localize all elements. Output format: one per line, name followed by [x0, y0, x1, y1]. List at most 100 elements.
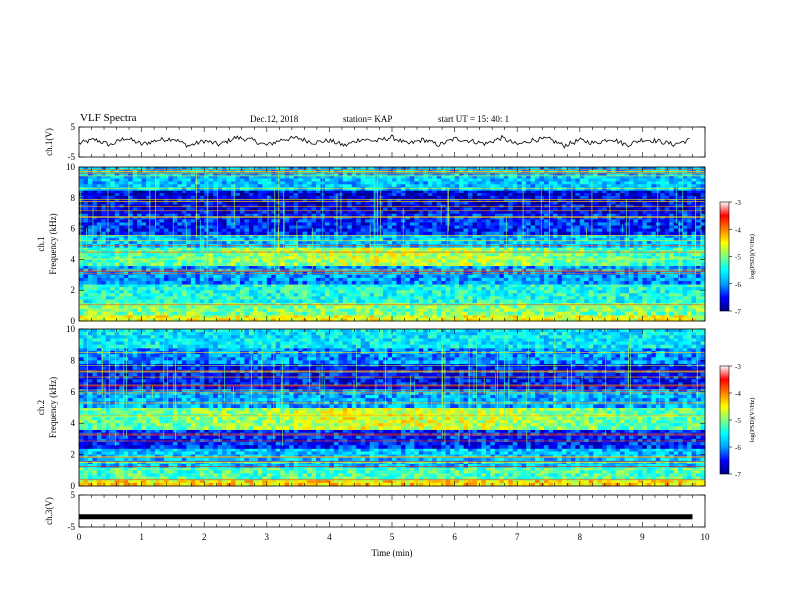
spectrogram-cell — [172, 213, 178, 217]
spectrogram-cell — [414, 296, 420, 300]
spectrogram-cell — [235, 231, 241, 236]
spectrogram-cell — [552, 284, 558, 288]
spectrogram-cell — [561, 287, 567, 291]
spectrogram-cell — [280, 287, 286, 291]
spectrogram-cell — [436, 296, 442, 300]
spectrogram-cell — [503, 287, 509, 291]
spectrogram-cell — [92, 290, 98, 294]
spectrogram-cell — [137, 299, 142, 304]
spectrogram-cell — [642, 234, 648, 239]
spectrogram-cell — [459, 284, 464, 288]
spectrogram-cell — [588, 247, 594, 251]
spectrogram-cell — [114, 314, 120, 319]
spectrogram-cell — [628, 240, 634, 245]
spectrogram-cell — [369, 287, 375, 291]
spectrogram-cell — [691, 311, 697, 316]
spectrogram-cell — [137, 216, 142, 220]
spectrogram-cell — [691, 253, 697, 257]
spectrogram-cell — [315, 247, 321, 251]
spectrogram-cell — [293, 299, 299, 304]
spectrogram-cell — [602, 277, 608, 282]
spectrogram-cell — [423, 213, 429, 217]
spectrogram-cell — [490, 265, 496, 270]
spectrogram-cell — [521, 231, 527, 236]
spectrogram-cell — [83, 237, 89, 242]
spectrogram-cell — [298, 219, 303, 223]
spectrogram-cell — [606, 234, 612, 239]
spectrogram-cell — [329, 237, 335, 242]
spectrogram-cell — [360, 216, 366, 220]
spectrogram-cell — [213, 237, 219, 242]
spectrogram-cell — [338, 302, 344, 307]
spectrogram-cell — [190, 256, 196, 260]
spectrogram-cell — [548, 256, 554, 260]
spectrogram-cell — [678, 256, 684, 260]
spectrogram-cell — [561, 284, 567, 288]
spectrogram-cell — [141, 317, 147, 322]
spectrogram-cell — [544, 262, 549, 267]
spectrogram-cell — [96, 240, 102, 245]
spectrogram-cell — [441, 240, 447, 245]
spectrogram-cell — [463, 228, 469, 233]
spectrogram-cell — [432, 305, 438, 310]
spectrogram-cell — [383, 216, 388, 220]
spectrogram-cell — [664, 237, 670, 242]
spectrogram-cell — [602, 225, 608, 230]
spectrogram-cell — [490, 302, 496, 307]
spectrogram-cell — [163, 262, 169, 267]
spectrogram-cell — [195, 293, 201, 297]
spectrogram-cell — [450, 308, 455, 313]
spectrogram-cell — [101, 240, 107, 245]
spectrogram-cell — [110, 247, 116, 251]
spectrogram-cell — [691, 234, 697, 239]
spectrogram-cell — [611, 253, 616, 257]
spectrogram-cell — [611, 284, 616, 288]
spectrogram-cell — [239, 259, 245, 263]
spectrogram-cell — [244, 237, 250, 242]
spectrogram-cell — [146, 216, 151, 220]
spectrogram-cell — [642, 213, 648, 217]
spectrogram-cell — [208, 219, 214, 223]
spectrogram-cell — [454, 317, 460, 322]
spectrogram-cell — [378, 277, 384, 282]
spectrogram-cell — [494, 308, 500, 313]
spectrogram-cell — [494, 259, 500, 263]
spectrogram-cell — [700, 287, 706, 291]
spectrogram-cell — [119, 262, 125, 267]
spectrogram-cell — [432, 222, 438, 227]
spectrogram-cell — [213, 265, 219, 270]
spectrogram-cell — [83, 311, 89, 316]
spectrogram-cell — [588, 284, 594, 288]
spectrogram-cell — [329, 265, 335, 270]
spectrogram-cell — [575, 216, 581, 220]
spectrogram-cell — [141, 296, 147, 300]
spectrogram-cell — [682, 277, 688, 282]
spectrogram-cell — [669, 308, 675, 313]
spectrogram-cell — [566, 274, 572, 279]
spectrogram-cell — [163, 277, 169, 282]
spectrogram-cell — [284, 290, 290, 294]
spectrogram-cell — [561, 280, 567, 285]
spectrogram-cell — [307, 256, 312, 260]
spectrogram-cell — [137, 293, 142, 297]
spectrogram-cell — [418, 290, 424, 294]
spectrogram-cell — [696, 293, 701, 297]
spectrogram-cell — [360, 293, 366, 297]
spectrogram-cell — [552, 308, 558, 313]
spectrogram-cell — [360, 290, 366, 294]
spectrogram-cell — [87, 274, 93, 279]
spectrogram-cell — [392, 216, 397, 220]
spectrogram-cell — [271, 317, 277, 322]
spectrogram-cell — [338, 311, 344, 316]
spectrogram-cell — [454, 293, 460, 297]
spectrogram-cell — [181, 284, 187, 288]
spectrogram-cell — [217, 290, 223, 294]
spectrogram-cell — [628, 296, 634, 300]
spectrogram-cell — [588, 293, 594, 297]
spectrogram-cell — [552, 213, 558, 217]
spectrogram-cell — [517, 274, 523, 279]
spectrogram-cell — [217, 317, 223, 322]
spectrogram-cell — [485, 222, 491, 227]
spectrogram-cell — [615, 305, 621, 310]
spectrogram-cell — [262, 296, 268, 300]
